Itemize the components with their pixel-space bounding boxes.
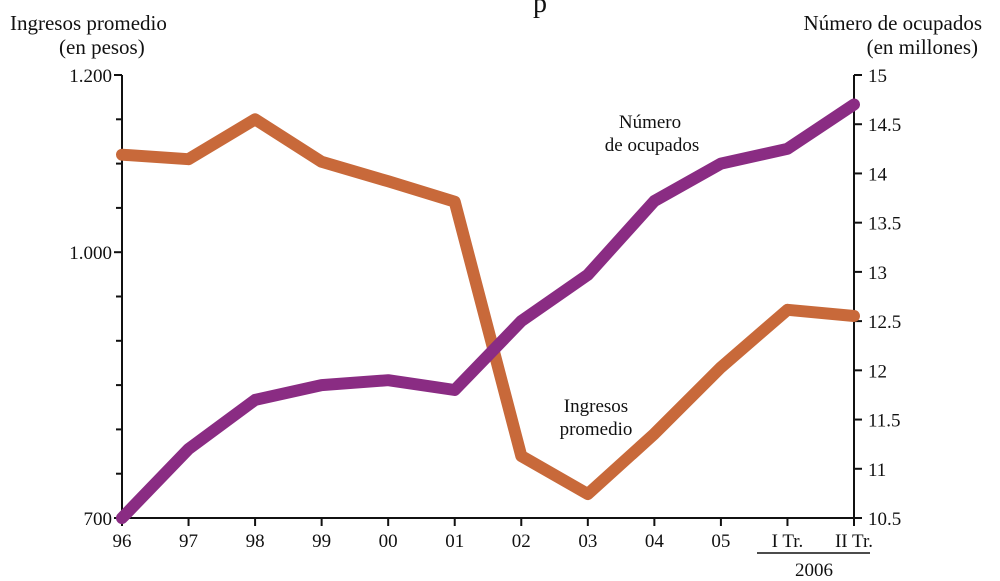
right-tick-label: 12: [868, 361, 887, 382]
right-tick-label: 14.5: [868, 115, 901, 136]
series-label-ocupados-line1: Número: [619, 112, 681, 133]
chart-title-fragment: p: [533, 0, 547, 19]
series-label-ocupados-line2: de ocupados: [605, 135, 699, 156]
left-tick-label: 1.200: [69, 66, 112, 87]
x-tick-label: 99: [312, 531, 331, 552]
x-tick-label: 02: [512, 531, 531, 552]
left-axis-title-line2: (en pesos): [59, 35, 145, 59]
year-group-label: 2006: [795, 560, 833, 581]
series-lines: [116, 98, 860, 524]
x-tick-label: 04: [645, 531, 665, 552]
right-axis-title-line2: (en millones): [867, 35, 978, 59]
series-label-ingresos-line1: Ingresos: [564, 396, 628, 417]
axis-ticks: [114, 74, 862, 526]
x-tick-label: 03: [578, 531, 597, 552]
left-axis-title-line1: Ingresos promedio: [10, 11, 167, 35]
x-tick-label: 96: [113, 531, 132, 552]
left-tick-label: 1.000: [69, 243, 112, 264]
series-label-ingresos-line2: promedio: [560, 419, 633, 440]
x-tick-label: 05: [711, 531, 730, 552]
x-tick-label: I Tr.: [772, 531, 804, 552]
right-tick-label: 12.5: [868, 312, 901, 333]
x-tick-label: 98: [246, 531, 265, 552]
series-line-ocupados: [116, 98, 860, 524]
x-tick-label: 01: [445, 531, 464, 552]
left-tick-label: 700: [84, 509, 113, 530]
x-tick-label: II Tr.: [835, 531, 873, 552]
x-tick-label: 00: [379, 531, 398, 552]
right-tick-label: 13: [868, 263, 887, 284]
right-axis-title-line1: Número de ocupados: [804, 11, 982, 35]
tick-labels: 1.200 1.000 700 15 14.5 14 13.5 13 12.5 12 11.5 11 1…: [69, 66, 901, 552]
x-tick-label: 97: [179, 531, 198, 552]
right-tick-label: 10.5: [868, 509, 901, 530]
right-tick-label: 11.5: [868, 411, 901, 432]
right-tick-label: 13.5: [868, 214, 901, 235]
right-tick-label: 11: [868, 460, 886, 481]
series-line-ingresos: [116, 113, 860, 501]
right-tick-label: 14: [868, 164, 888, 185]
right-tick-label: 15: [868, 66, 887, 87]
